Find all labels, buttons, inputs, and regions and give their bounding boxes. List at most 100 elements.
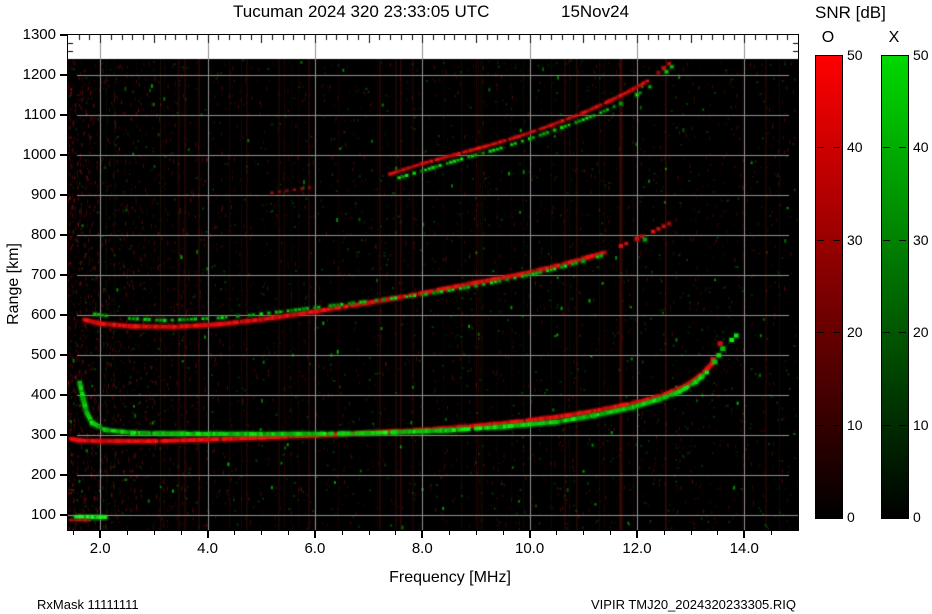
colorbar-tick-label: 20	[913, 324, 929, 341]
x-minor-tick	[717, 531, 719, 535]
y-tick-label: 700	[30, 266, 56, 283]
x-minor-tick	[153, 531, 155, 535]
y-tick-label: 1300	[22, 26, 56, 43]
colorbar-tick-dash	[833, 147, 840, 149]
colorbar-tick-dash	[883, 239, 890, 241]
y-major-tick	[60, 114, 68, 116]
y-tick-label: 900	[30, 186, 56, 203]
x-minor-tick	[690, 531, 692, 535]
colorbar-O	[815, 55, 843, 519]
y-major-tick	[60, 194, 68, 196]
y-tick-label: 1200	[22, 66, 56, 83]
x-major-tick	[635, 531, 638, 538]
y-major-tick	[60, 394, 68, 396]
colorbar-tick-label: 0	[913, 509, 921, 525]
colorbar-tick-label: 40	[913, 139, 929, 156]
x-tick-label: 8.0	[411, 540, 433, 557]
x-minor-tick	[449, 531, 451, 535]
colorbar-tick-dash	[883, 332, 890, 334]
y-tick-label: 300	[30, 426, 56, 443]
plot-date: 15Nov24	[561, 2, 630, 21]
x-tick-label: 14.0	[729, 540, 759, 557]
x-minor-tick	[395, 531, 397, 535]
ionogram-canvas	[68, 35, 798, 530]
x-major-tick	[528, 531, 531, 538]
y-tick-label: 500	[30, 346, 56, 363]
colorbar-tick-dash	[833, 239, 840, 241]
colorbar-tick-dash	[817, 239, 824, 241]
colorbar-tick-dash	[899, 147, 906, 149]
y-tick-label: 400	[30, 386, 56, 403]
x-minor-tick	[663, 531, 665, 535]
colorbar-tick-dash	[883, 147, 890, 149]
x-minor-tick	[610, 531, 612, 535]
colorbar-tick-label: 50	[847, 47, 863, 63]
x-major-tick	[743, 531, 746, 538]
colorbar-tick-dash	[817, 424, 824, 426]
colorbar-tick-label: 30	[913, 231, 929, 248]
x-tick-label: 12.0	[622, 540, 652, 557]
x-major-tick	[99, 531, 102, 538]
x-major-tick	[313, 531, 316, 538]
colorbar-tick-dash	[833, 424, 840, 426]
x-tick-label: 4.0	[197, 540, 218, 557]
colorbar-tick-label: 40	[847, 139, 863, 156]
colorbar-tick-dash	[899, 424, 906, 426]
colorbar-tick-label: 30	[847, 231, 863, 248]
plot-frame	[67, 34, 799, 531]
colorbar-tick-dash	[883, 424, 890, 426]
y-major-tick	[60, 434, 68, 436]
x-tick-label: 2.0	[89, 540, 111, 557]
x-minor-tick	[234, 531, 236, 535]
colorbar-tick-dash	[833, 332, 840, 334]
x-minor-tick	[73, 531, 75, 535]
y-tick-label: 600	[30, 306, 56, 323]
y-tick-label: 1000	[22, 146, 56, 163]
y-tick-label: 100	[30, 506, 56, 523]
x-minor-tick	[127, 531, 129, 535]
x-axis-label: Frequency [MHz]	[389, 569, 511, 586]
y-major-tick	[60, 474, 68, 476]
x-tick-label: 6.0	[304, 540, 326, 557]
colorbar-tick-label: 10	[913, 416, 929, 433]
x-minor-tick	[502, 531, 504, 535]
colorbar-tick-dash	[817, 332, 824, 334]
y-major-tick	[60, 234, 68, 236]
y-tick-label: 1100	[23, 106, 56, 123]
colorbar-tick-label: 10	[847, 416, 863, 433]
colorbar-O-label: O	[821, 29, 835, 46]
y-major-tick	[60, 274, 68, 276]
filename-text: VIPIR TMJ20_2024320233305.RIQ	[591, 597, 797, 612]
y-major-tick	[60, 514, 68, 516]
x-minor-tick	[261, 531, 263, 535]
colorbar-X-label: X	[888, 29, 900, 46]
y-major-tick	[60, 154, 68, 156]
colorbar-tick-dash	[899, 239, 906, 241]
plot-title: Tucuman 2024 320 23:33:05 UTC	[233, 2, 490, 21]
y-major-tick	[60, 74, 68, 76]
y-major-tick	[60, 34, 68, 36]
x-minor-tick	[771, 531, 773, 535]
rxmask-text: RxMask 11111111	[37, 597, 139, 612]
y-major-tick	[60, 354, 68, 356]
x-minor-tick	[583, 531, 585, 535]
colorbar-tick-label: 50	[913, 47, 929, 63]
x-minor-tick	[475, 531, 477, 535]
x-major-tick	[421, 531, 424, 538]
x-minor-tick	[368, 531, 370, 535]
colorbar-tick-dash	[817, 147, 824, 149]
colorbar-tick-dash	[899, 332, 906, 334]
y-major-tick	[60, 314, 68, 316]
x-major-tick	[206, 531, 209, 538]
x-tick-label: 10.0	[515, 540, 545, 557]
x-minor-tick	[341, 531, 343, 535]
colorbar-tick-label: 0	[847, 509, 855, 525]
y-tick-label: 800	[30, 226, 56, 243]
x-minor-tick	[556, 531, 558, 535]
colorbar-title: SNR [dB]	[815, 3, 886, 22]
x-minor-tick	[288, 531, 290, 535]
colorbar-X	[881, 55, 909, 519]
colorbar-tick-label: 20	[847, 324, 863, 341]
y-tick-label: 200	[30, 466, 56, 483]
